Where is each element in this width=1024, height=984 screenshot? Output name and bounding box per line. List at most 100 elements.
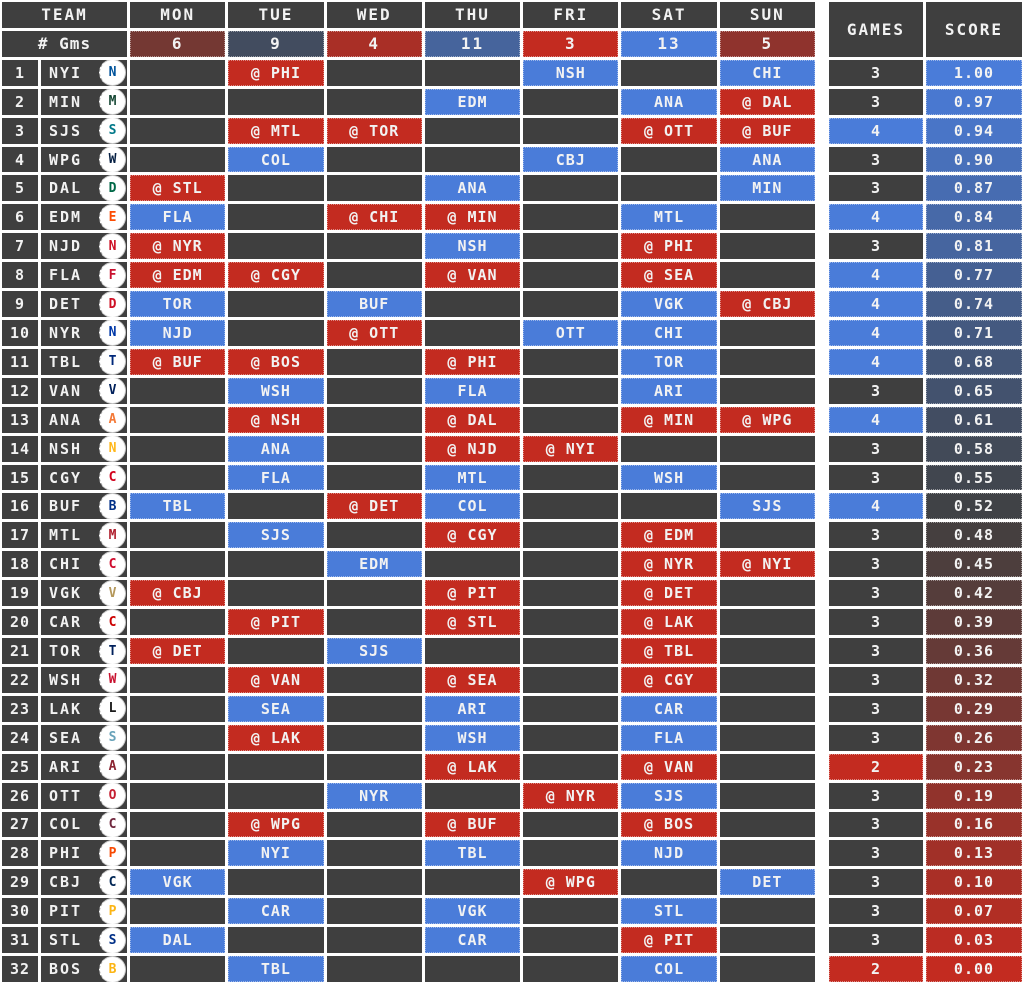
games-count-cell: 3 — [828, 464, 923, 491]
game-cell-fri: @ NYI — [523, 435, 619, 462]
game-cell-thu — [424, 59, 521, 86]
game-cell-mon: @ DET — [130, 638, 226, 664]
team-logo: N — [99, 435, 126, 462]
game-cell-sun — [719, 609, 815, 636]
game-cell-mon — [130, 522, 226, 549]
game-cell-sun — [719, 898, 815, 925]
day-header-tue: TUE — [228, 2, 324, 28]
team-abbr: CAR — [49, 613, 83, 632]
score-cell: 0.39 — [925, 609, 1022, 636]
score-cell: 0.13 — [925, 840, 1022, 867]
game-cell-sat: @ BOS — [621, 811, 717, 838]
game-cell-tue: @ MTL — [228, 117, 324, 144]
game-cell-fri — [523, 262, 619, 289]
game-cell-tue: SJS — [228, 522, 324, 549]
game-cell-fri — [523, 464, 619, 491]
games-count-cell: 3 — [828, 377, 923, 404]
game-cell-tue — [228, 638, 324, 664]
games-column-header: GAMES — [828, 2, 923, 57]
games-count-cell: 3 — [828, 695, 923, 722]
team-abbr: WSH — [49, 670, 83, 689]
rank-cell: 4 — [2, 146, 38, 173]
score-cell: 0.87 — [925, 175, 1022, 202]
team-abbr: WPG — [49, 150, 83, 169]
game-cell-thu: @ VAN — [424, 262, 521, 289]
team-cell: STL S — [41, 927, 127, 954]
game-cell-thu: MTL — [424, 464, 521, 491]
rank-cell: 1 — [2, 59, 38, 86]
game-cell-mon — [130, 753, 226, 780]
game-cell-mon: TOR — [130, 291, 226, 318]
game-cell-mon — [130, 782, 226, 809]
game-cell-fri — [523, 406, 619, 433]
score-cell: 0.90 — [925, 146, 1022, 173]
game-cell-sat: @ NYR — [621, 551, 717, 578]
game-cell-sat: @ OTT — [621, 117, 717, 144]
score-cell: 0.97 — [925, 88, 1022, 115]
rank-cell: 19 — [2, 580, 38, 607]
game-cell-fri — [523, 840, 619, 867]
games-count-cell: 3 — [828, 811, 923, 838]
game-cell-fri — [523, 522, 619, 549]
game-cell-mon — [130, 609, 226, 636]
team-cell: NSH N — [41, 435, 127, 462]
game-cell-thu — [424, 782, 521, 809]
game-cell-thu: @ BUF — [424, 811, 521, 838]
score-cell: 0.71 — [925, 320, 1022, 346]
game-cell-wed — [326, 609, 422, 636]
rank-cell: 17 — [2, 522, 38, 549]
game-cell-mon — [130, 811, 226, 838]
game-cell-thu: @ PIT — [424, 580, 521, 607]
games-count-cell: 3 — [828, 638, 923, 664]
game-cell-sat: STL — [621, 898, 717, 925]
team-cell: CHI C — [41, 551, 127, 578]
score-cell: 0.07 — [925, 898, 1022, 925]
games-count-cell: 3 — [828, 435, 923, 462]
team-abbr: TOR — [49, 642, 83, 660]
game-cell-thu: TBL — [424, 840, 521, 867]
day-count-mon: 6 — [130, 30, 226, 57]
rank-cell: 20 — [2, 609, 38, 636]
game-cell-thu — [424, 146, 521, 173]
game-cell-wed — [326, 435, 422, 462]
team-logo: P — [99, 840, 126, 867]
game-cell-wed: @ CHI — [326, 204, 422, 231]
game-cell-fri — [523, 898, 619, 925]
games-count-cell: 4 — [828, 320, 923, 346]
team-abbr: CGY — [49, 468, 83, 487]
game-cell-sun: @ CBJ — [719, 291, 815, 318]
team-cell: PIT P — [41, 898, 127, 925]
game-cell-tue — [228, 753, 324, 780]
team-logo: B — [99, 493, 126, 520]
team-cell: CGY C — [41, 464, 127, 491]
games-count-cell: 3 — [828, 724, 923, 751]
score-cell: 0.23 — [925, 753, 1022, 780]
day-header-sat: SAT — [621, 2, 717, 28]
game-cell-wed — [326, 580, 422, 607]
game-cell-fri — [523, 348, 619, 375]
game-cell-sun: CHI — [719, 59, 815, 86]
game-cell-wed — [326, 406, 422, 433]
game-cell-sat: MTL — [621, 204, 717, 231]
game-cell-wed: @ TOR — [326, 117, 422, 144]
game-cell-sat: FLA — [621, 724, 717, 751]
rank-cell: 16 — [2, 493, 38, 520]
team-logo: P — [99, 898, 126, 925]
game-cell-sat — [621, 146, 717, 173]
game-cell-wed: @ OTT — [326, 320, 422, 346]
team-abbr: NSH — [49, 439, 83, 458]
rank-cell: 13 — [2, 406, 38, 433]
game-cell-sat — [621, 493, 717, 520]
game-cell-fri — [523, 666, 619, 693]
game-cell-fri: @ NYR — [523, 782, 619, 809]
day-header-mon: MON — [130, 2, 226, 28]
score-cell: 0.68 — [925, 348, 1022, 375]
game-cell-wed — [326, 59, 422, 86]
rank-cell: 21 — [2, 638, 38, 664]
score-cell: 0.42 — [925, 580, 1022, 607]
game-cell-thu: @ SEA — [424, 666, 521, 693]
team-abbr: NYI — [49, 63, 83, 82]
team-cell: VGK V — [41, 580, 127, 607]
games-count-cell: 4 — [828, 348, 923, 375]
team-abbr: NJD — [49, 237, 83, 256]
